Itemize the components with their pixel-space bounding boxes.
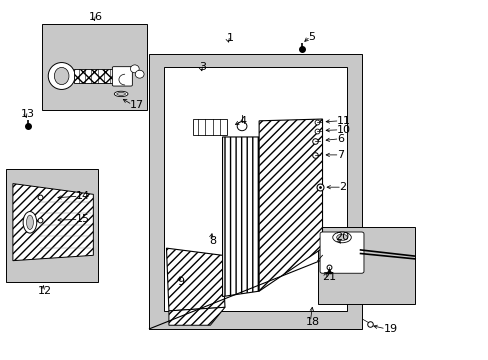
Bar xyxy=(149,54,361,329)
Text: 15: 15 xyxy=(76,215,90,224)
Text: 1: 1 xyxy=(226,33,233,43)
Text: 10: 10 xyxy=(336,125,350,135)
Bar xyxy=(317,226,414,304)
Ellipse shape xyxy=(336,234,346,240)
Text: 5: 5 xyxy=(307,32,314,41)
Polygon shape xyxy=(168,307,224,325)
Ellipse shape xyxy=(135,70,144,78)
Text: 12: 12 xyxy=(38,286,52,296)
Ellipse shape xyxy=(130,65,139,73)
Text: 11: 11 xyxy=(336,116,350,126)
Text: 17: 17 xyxy=(130,100,144,110)
Ellipse shape xyxy=(48,63,75,89)
Ellipse shape xyxy=(332,232,350,243)
Polygon shape xyxy=(222,137,259,297)
Polygon shape xyxy=(259,119,322,291)
Text: 14: 14 xyxy=(76,191,90,201)
Bar xyxy=(74,69,115,83)
Ellipse shape xyxy=(54,67,69,85)
Text: 6: 6 xyxy=(336,134,344,144)
Text: 9: 9 xyxy=(177,277,184,287)
Text: 21: 21 xyxy=(322,272,336,282)
Polygon shape xyxy=(166,248,224,311)
FancyBboxPatch shape xyxy=(112,67,132,86)
Ellipse shape xyxy=(237,122,246,131)
Text: 7: 7 xyxy=(336,150,344,160)
Text: 16: 16 xyxy=(89,12,102,22)
Bar xyxy=(163,67,346,311)
Ellipse shape xyxy=(23,212,37,233)
Ellipse shape xyxy=(26,215,33,229)
FancyBboxPatch shape xyxy=(320,232,363,273)
Ellipse shape xyxy=(117,93,125,95)
Text: 2: 2 xyxy=(339,182,346,192)
Ellipse shape xyxy=(114,91,128,96)
Polygon shape xyxy=(13,184,93,261)
Text: 18: 18 xyxy=(305,317,319,327)
Text: 19: 19 xyxy=(383,324,397,334)
Text: 13: 13 xyxy=(20,109,35,119)
Text: 3: 3 xyxy=(199,62,206,72)
Bar xyxy=(5,169,98,282)
Text: 8: 8 xyxy=(209,236,216,246)
Text: 20: 20 xyxy=(334,232,348,242)
Polygon shape xyxy=(193,119,227,135)
Bar xyxy=(42,24,147,110)
Text: 4: 4 xyxy=(239,116,246,126)
